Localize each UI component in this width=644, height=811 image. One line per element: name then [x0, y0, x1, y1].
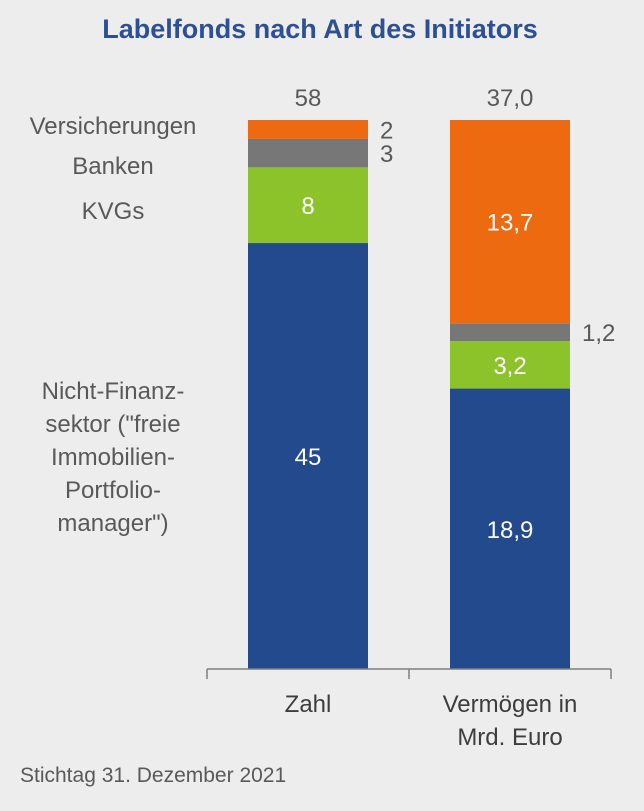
x-axis: Zahl Vermögen in Mrd. Euro	[206, 668, 612, 751]
data-label: 3	[380, 141, 393, 168]
footnote-date: Stichtag 31. Dezember 2021	[20, 764, 286, 787]
category-label: Zahl	[285, 691, 332, 718]
bar-segment	[248, 167, 368, 244]
data-label: 8	[301, 193, 314, 220]
data-label: 13,7	[487, 210, 534, 237]
bar-segment	[450, 120, 570, 324]
legend-entry: Nicht-Finanz-	[42, 378, 185, 405]
bar-segment	[248, 243, 368, 669]
legend-entry: Versicherungen	[30, 113, 197, 140]
bar-segment	[450, 323, 570, 342]
data-label: 18,9	[487, 517, 534, 544]
data-label: 2	[380, 117, 393, 144]
legend-entry: Portfolio-	[65, 477, 161, 504]
bar-segment	[248, 138, 368, 168]
chart-title: Labelfonds nach Art des Initiators	[102, 14, 538, 44]
data-label: 45	[295, 444, 322, 471]
legend-entry: KVGs	[82, 198, 145, 225]
total-label: 37,0	[487, 85, 534, 112]
bar-segment	[450, 341, 570, 389]
bar-segment	[248, 120, 368, 139]
legend-entry: Banken	[72, 153, 153, 180]
legend-entry: Immobilien-	[51, 444, 175, 471]
total-label: 58	[295, 85, 322, 112]
legend-layer: Nicht-Finanz-sektor ("freie Immobilien- Po…	[30, 113, 197, 537]
category-label: Mrd. Euro	[457, 724, 562, 751]
bars-layer: 45 8 32 58 18,9 3,2 1,2 13,7 37,0	[248, 85, 615, 669]
category-label: Vermögen in	[443, 691, 578, 718]
legend-entry: manager")	[57, 510, 168, 537]
data-label: 3,2	[493, 353, 526, 380]
legend-entry: sektor ("freie	[45, 411, 180, 438]
data-label: 1,2	[582, 320, 615, 347]
bar-segment	[450, 388, 570, 669]
